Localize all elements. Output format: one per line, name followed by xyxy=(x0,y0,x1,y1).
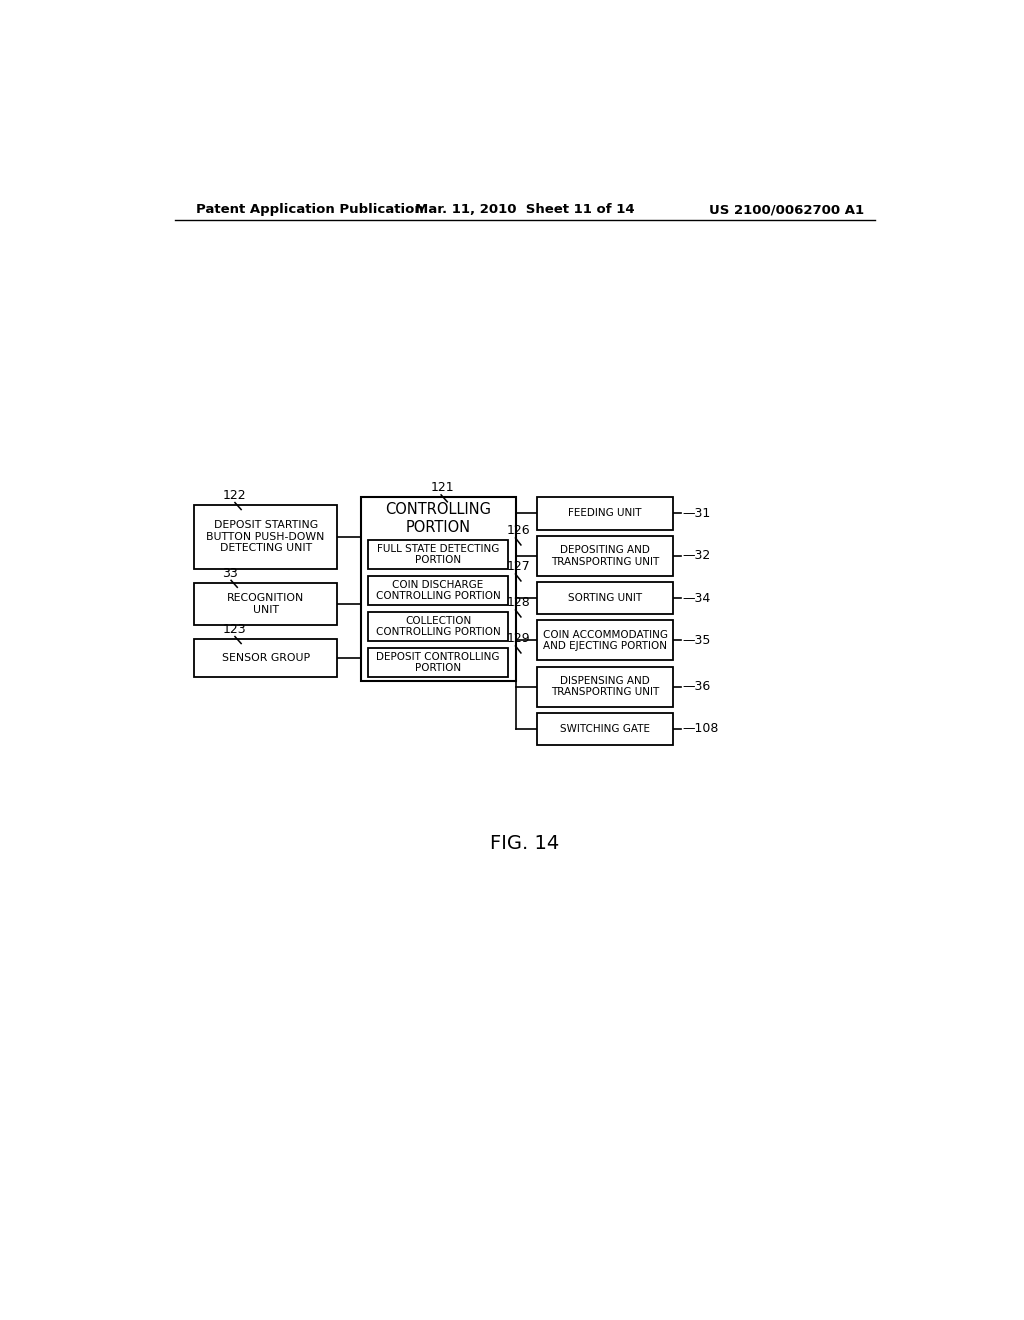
Bar xyxy=(194,506,337,569)
Text: 128: 128 xyxy=(506,597,530,610)
Text: 122: 122 xyxy=(222,488,246,502)
Text: 121: 121 xyxy=(430,480,454,494)
Text: COIN DISCHARGE
CONTROLLING PORTION: COIN DISCHARGE CONTROLLING PORTION xyxy=(376,579,501,602)
Text: Mar. 11, 2010  Sheet 11 of 14: Mar. 11, 2010 Sheet 11 of 14 xyxy=(415,203,635,216)
Text: —35: —35 xyxy=(682,634,711,647)
Text: US 2100/0062700 A1: US 2100/0062700 A1 xyxy=(710,203,864,216)
Text: COLLECTION
CONTROLLING PORTION: COLLECTION CONTROLLING PORTION xyxy=(376,615,501,638)
Text: DEPOSIT CONTROLLING
PORTION: DEPOSIT CONTROLLING PORTION xyxy=(376,652,500,673)
Text: —31: —31 xyxy=(682,507,711,520)
Text: COIN ACCOMMODATING
AND EJECTING PORTION: COIN ACCOMMODATING AND EJECTING PORTION xyxy=(543,630,668,651)
Text: SWITCHING GATE: SWITCHING GATE xyxy=(560,723,650,734)
Bar xyxy=(194,582,337,626)
Bar xyxy=(369,576,508,606)
Text: DEPOSIT STARTING
BUTTON PUSH-DOWN
DETECTING UNIT: DEPOSIT STARTING BUTTON PUSH-DOWN DETECT… xyxy=(207,520,325,553)
Text: 127: 127 xyxy=(506,560,530,573)
Text: SORTING UNIT: SORTING UNIT xyxy=(568,593,642,603)
Text: —34: —34 xyxy=(682,591,711,605)
Bar xyxy=(369,540,508,569)
Text: FEEDING UNIT: FEEDING UNIT xyxy=(568,508,642,519)
Bar xyxy=(538,498,673,529)
Bar xyxy=(538,620,673,660)
Text: 129: 129 xyxy=(506,632,529,645)
Text: 33: 33 xyxy=(222,566,239,579)
Text: 123: 123 xyxy=(222,623,246,636)
Text: DEPOSITING AND
TRANSPORTING UNIT: DEPOSITING AND TRANSPORTING UNIT xyxy=(551,545,659,566)
Bar xyxy=(538,713,673,744)
Bar xyxy=(360,498,515,681)
Text: SENSOR GROUP: SENSOR GROUP xyxy=(221,653,309,663)
Text: —108: —108 xyxy=(682,722,719,735)
Text: CONTROLLING
PORTION: CONTROLLING PORTION xyxy=(385,502,490,535)
Text: —32: —32 xyxy=(682,549,711,562)
Bar xyxy=(194,639,337,677)
Bar xyxy=(369,648,508,677)
Bar xyxy=(538,536,673,576)
Text: RECOGNITION
UNIT: RECOGNITION UNIT xyxy=(227,593,304,615)
Text: FIG. 14: FIG. 14 xyxy=(490,834,559,853)
Text: FULL STATE DETECTING
PORTION: FULL STATE DETECTING PORTION xyxy=(377,544,499,565)
Text: 126: 126 xyxy=(506,524,529,537)
Bar xyxy=(538,667,673,706)
Text: DISPENSING AND
TRANSPORTING UNIT: DISPENSING AND TRANSPORTING UNIT xyxy=(551,676,659,697)
Bar xyxy=(538,582,673,614)
Bar xyxy=(369,611,508,642)
Text: Patent Application Publication: Patent Application Publication xyxy=(197,203,424,216)
Text: —36: —36 xyxy=(682,680,711,693)
